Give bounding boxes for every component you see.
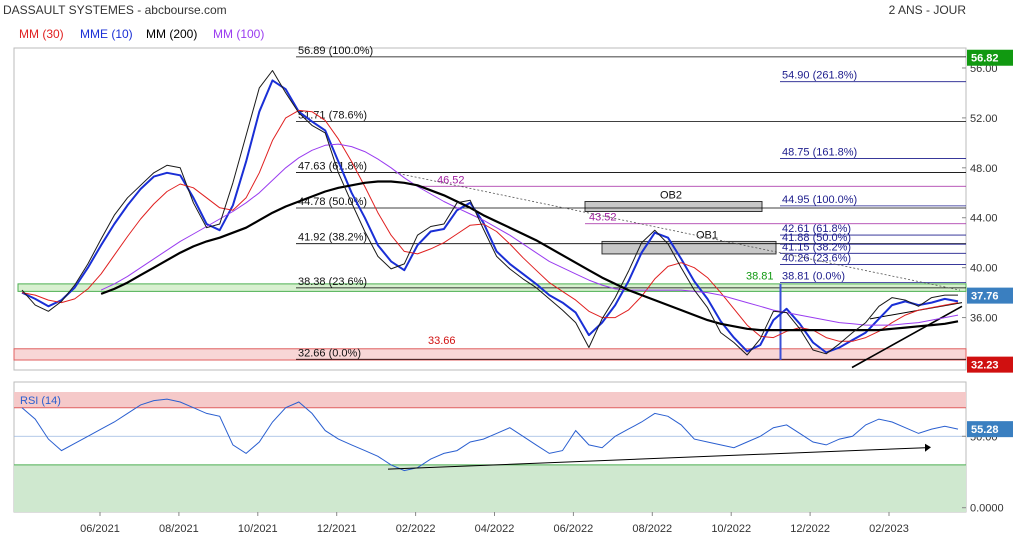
- price-tag: [967, 356, 1013, 373]
- fib-right-label: 44.95 (100.0%): [782, 194, 857, 206]
- legend-mm30: MM (30): [19, 27, 64, 41]
- price-y-tick-label: 40.00: [970, 263, 998, 275]
- price-tag-label: 37.76: [971, 291, 999, 303]
- rsi-title: RSI (14): [20, 395, 61, 407]
- fib-left-label: 56.89 (100.0%): [298, 45, 373, 57]
- x-tick-label: 10/2021: [238, 523, 278, 535]
- x-tick-label: 08/2021: [159, 523, 199, 535]
- x-tick-label: 10/2022: [711, 523, 751, 535]
- fib-right-label: 38.81 (0.0%): [782, 271, 845, 283]
- fib-left-label: 47.63 (61.8%): [298, 160, 367, 172]
- rsi-overbought-zone: [14, 392, 966, 408]
- x-tick-label: 06/2021: [80, 523, 120, 535]
- rsi-trendline: [387, 447, 926, 470]
- price-tag: [967, 287, 1013, 304]
- price-y-tick-label: 56.00: [970, 63, 998, 75]
- extra-level-label: 38.81: [746, 271, 774, 283]
- price-y-tick-label: 36.00: [970, 313, 998, 325]
- series-mme-10-: [21, 79, 959, 354]
- rsi-trendline-arrow: [925, 443, 931, 452]
- chart-title: DASSAULT SYSTEMES - abcbourse.com: [3, 3, 227, 17]
- legend-mme10: MME (10): [80, 27, 133, 41]
- fib-right-label: 41.88 (50.0%): [782, 232, 851, 244]
- rsi-line: [21, 398, 959, 472]
- fib-left-label: 32.66 (0.0%): [298, 347, 361, 359]
- order-block: [601, 240, 777, 255]
- x-tick-label: 02/2022: [396, 523, 436, 535]
- legend-mm100: MM (100): [213, 27, 265, 41]
- rising-trendline: [851, 305, 963, 369]
- fib-left-label: 41.92 (38.2%): [298, 232, 367, 244]
- x-tick-label: 06/2022: [554, 523, 594, 535]
- series-mm-100-: [100, 143, 959, 326]
- rsi-value-tag: [967, 421, 1013, 438]
- price-y-tick-label: 44.00: [970, 213, 998, 225]
- support-zone-red: [13, 348, 967, 361]
- order-block-label: OB1: [696, 229, 718, 241]
- x-tick-label: 12/2022: [790, 523, 830, 535]
- x-tick-label: 04/2022: [475, 523, 515, 535]
- extra-level-label: 33.66: [428, 335, 456, 347]
- series-mm-200-: [100, 180, 959, 332]
- fib-right-label: 40.26 (23.6%): [782, 252, 851, 264]
- fib-right-label: 54.90 (261.8%): [782, 70, 857, 82]
- legend-mm200: MM (200): [146, 27, 198, 41]
- price-tag-label: 32.23: [971, 360, 999, 372]
- fib-right-label: 42.61 (61.8%): [782, 223, 851, 235]
- fib-right-label: 41.15 (38.2%): [782, 241, 851, 253]
- order-block: [584, 201, 763, 212]
- chart-header: DASSAULT SYSTEMES - abcbourse.com 2 ANS …: [0, 0, 1014, 44]
- price-tag: [967, 49, 1013, 66]
- dotted-trendline: [394, 172, 961, 291]
- rsi-oversold-zone: [14, 464, 966, 512]
- order-block-label: OB2: [660, 190, 682, 202]
- rsi-y-tick-label: 0.0000: [970, 503, 1004, 515]
- fib-left-label: 38.38 (23.6%): [298, 276, 367, 288]
- x-tick-label: 08/2022: [632, 523, 672, 535]
- rsi-value-tag-label: 55.28: [971, 424, 999, 436]
- x-tick-label: 12/2021: [317, 523, 357, 535]
- series-mm-30-: [21, 109, 959, 342]
- price-y-tick-label: 52.00: [970, 113, 998, 125]
- fib-left-label: 51.71 (78.6%): [298, 110, 367, 122]
- price-tag-label: 56.82: [971, 53, 999, 65]
- price-panel: [13, 47, 967, 371]
- fib-right-label: 48.75 (161.8%): [782, 146, 857, 158]
- chart-period: 2 ANS - JOUR: [888, 3, 966, 17]
- x-tick-label: 02/2023: [869, 523, 909, 535]
- series-cours: [21, 70, 958, 356]
- price-y-tick-label: 48.00: [970, 163, 998, 175]
